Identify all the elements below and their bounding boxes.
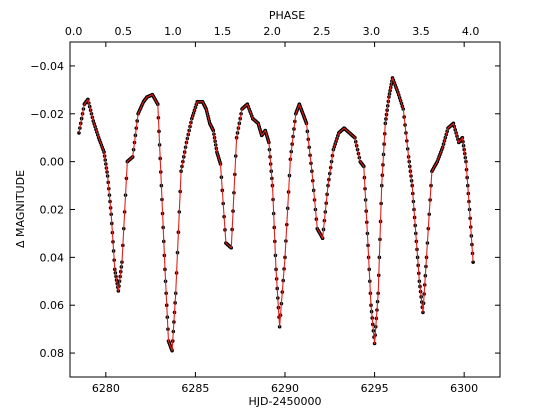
top-tick-label: 1.0	[164, 25, 182, 38]
x-axis-title: HJD-2450000	[249, 395, 322, 408]
top-tick-label: 0.0	[65, 25, 83, 38]
top-axis-title: PHASE	[269, 9, 305, 22]
model-fit-line	[78, 77, 474, 352]
x-tick-label: 6295	[361, 382, 389, 395]
top-tick-label: 4.0	[462, 25, 480, 38]
top-axis-ticks: 0.0 0.5 1.0 1.5 2.0 2.5 3.0 3.5 4.0	[65, 25, 480, 38]
x-tick-label: 6285	[181, 382, 209, 395]
top-tick-label: 0.5	[114, 25, 132, 38]
top-tick-label: 3.0	[363, 25, 381, 38]
y-axis-title: Δ MAGNITUDE	[14, 170, 27, 248]
x-tick-label: 6300	[450, 382, 478, 395]
top-tick-label: 3.5	[412, 25, 430, 38]
x-tick-label: 6290	[271, 382, 299, 395]
y-tick-label: −0.04	[30, 60, 64, 73]
x-tick-label: 6280	[92, 382, 120, 395]
y-tick-label: 0.00	[40, 156, 65, 169]
series-layer	[77, 76, 475, 353]
left-axis-ticks: −0.04 −0.02 0.00 0.02 0.04 0.06 0.08	[30, 60, 500, 360]
data-point	[77, 131, 81, 135]
y-tick-label: −0.02	[30, 108, 64, 121]
y-tick-label: 0.08	[40, 347, 65, 360]
top-tick-label: 2.0	[263, 25, 281, 38]
y-tick-label: 0.02	[40, 204, 65, 217]
plot-frame	[69, 41, 501, 378]
bottom-axis-ticks: 6280 6285 6290 6295 6300	[92, 42, 478, 395]
data-point	[471, 260, 475, 264]
y-tick-label: 0.04	[40, 251, 65, 264]
y-tick-label: 0.06	[40, 299, 65, 312]
top-tick-label: 1.5	[214, 25, 232, 38]
top-tick-label: 2.5	[313, 25, 331, 38]
